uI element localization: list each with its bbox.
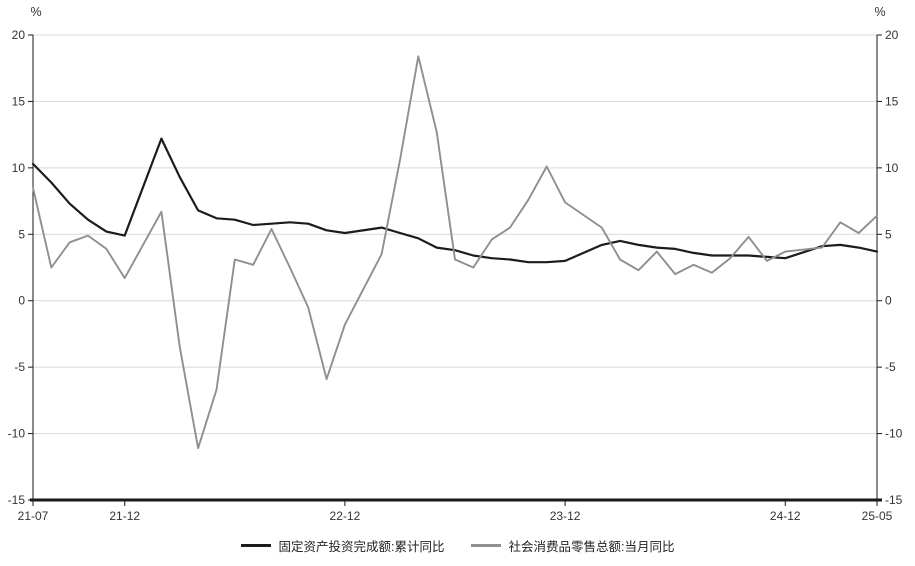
legend-item-fixed-investment: 固定资产投资完成额:累计同比 bbox=[240, 536, 445, 555]
y-tick-label-right: 10 bbox=[885, 161, 899, 175]
x-tick-label: 22-12 bbox=[330, 509, 361, 523]
y-tick-label-left: -15 bbox=[8, 493, 26, 507]
y-tick-label-right: 5 bbox=[885, 227, 892, 241]
legend-swatch-fixed-investment bbox=[240, 544, 271, 547]
y-tick-label-left: 10 bbox=[12, 161, 26, 175]
line-chart: -15 -15 -10 -10 -5 -5 0 0 5 5 10 10 15 15 20 20% % 21-07 2… bbox=[8, 5, 903, 523]
x-tick-label: 21-12 bbox=[109, 509, 140, 523]
series-line-0 bbox=[31, 137, 879, 264]
y-tick-label-right: -10 bbox=[885, 427, 903, 441]
series-line-1 bbox=[32, 55, 878, 450]
x-tick-label: 21-07 bbox=[18, 509, 49, 523]
y-tick-label-right: 15 bbox=[885, 94, 899, 108]
y-tick-label-left: 15 bbox=[12, 94, 26, 108]
y-axis-unit-right: % bbox=[874, 5, 885, 19]
y-tick-label-left: -5 bbox=[14, 360, 25, 374]
y-tick-label-left: 20 bbox=[12, 28, 26, 42]
y-tick-label-right: -15 bbox=[885, 493, 903, 507]
legend-label-retail-sales: 社会消费品零售总额:当月同比 bbox=[508, 540, 675, 554]
x-tick-label: 23-12 bbox=[550, 509, 581, 523]
y-tick-label-right: 20 bbox=[885, 28, 899, 42]
y-tick-label-left: -10 bbox=[8, 427, 26, 441]
chart-legend: 固定资产投资完成额:累计同比 社会消费品零售总额:当月同比 bbox=[0, 536, 915, 555]
x-tick-label: 24-12 bbox=[770, 509, 801, 523]
y-tick-label-left: 5 bbox=[18, 227, 25, 241]
y-tick-label-left: 0 bbox=[18, 294, 25, 308]
legend-swatch-retail-sales bbox=[470, 544, 501, 547]
legend-label-fixed-investment: 固定资产投资完成额:累计同比 bbox=[278, 540, 445, 554]
x-tick-label: 25-05 bbox=[862, 509, 893, 523]
y-axis-unit-left: % bbox=[30, 5, 41, 19]
y-tick-label-right: 0 bbox=[885, 294, 892, 308]
y-tick-label-right: -5 bbox=[885, 360, 896, 374]
legend-item-retail-sales: 社会消费品零售总额:当月同比 bbox=[470, 536, 675, 555]
